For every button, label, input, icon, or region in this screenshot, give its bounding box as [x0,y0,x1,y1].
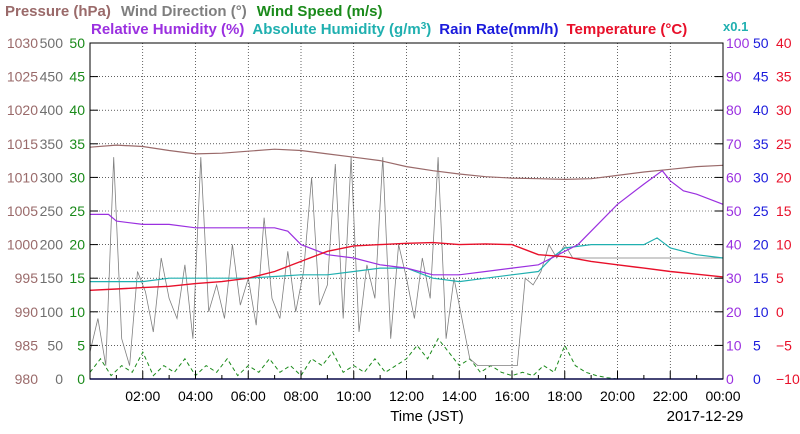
right-axes: 1009080706050403020100504540353025201510… [726,35,800,387]
x-tick-label: 08:00 [283,388,318,404]
y-tick-label-temp: 0 [776,304,784,320]
y-tick-label-wind_speed: 10 [69,304,85,320]
y-tick-label-rain: 0 [753,371,761,387]
x-axis-label: Time (JST) [390,408,464,425]
y-tick-label-wind_speed: 30 [69,169,85,185]
y-tick-label-rel_hum: 20 [726,304,742,320]
y-tick-label-wind_dir: 0 [55,371,63,387]
y-tick-label-wind_dir: 50 [47,337,63,353]
y-tick-label-pressure: 990 [15,304,39,320]
y-tick-label-wind_speed: 45 [69,69,85,85]
y-tick-label-wind_dir: 500 [40,35,64,51]
y-tick-label-wind_dir: 250 [40,203,64,219]
y-tick-label-rain: 35 [753,136,769,152]
y-tick-label-rel_hum: 0 [726,371,734,387]
legend-temp: Temperature (°C) [566,21,687,38]
y-tick-label-wind_dir: 150 [40,270,64,286]
series-line-rel_hum [90,169,724,276]
y-tick-label-wind_dir: 350 [40,136,64,152]
y-tick-label-wind_speed: 20 [69,237,85,253]
series-line-pressure [89,144,724,181]
legend-abs_hum: Absolute Humidity (g/m3) [252,21,431,38]
y-tick-label-temp: −10 [776,371,800,387]
legend-wind_dir: Wind Direction (°) [121,3,247,20]
series-line-abs_hum [90,237,724,283]
y-tick-label-pressure: 1010 [7,169,38,185]
y-tick-label-temp: 15 [776,203,792,219]
y-tick-label-wind_speed: 50 [69,35,85,51]
date-label: 2017-12-29 [667,408,744,425]
y-tick-label-pressure: 1005 [7,203,38,219]
y-tick-label-wind_dir: 100 [40,304,64,320]
y-tick-label-rel_hum: 70 [726,136,742,152]
y-tick-label-rain: 10 [753,304,769,320]
y-tick-label-rain: 45 [753,69,769,85]
x-tick-label: 06:00 [231,388,266,404]
x-tick-label: 22:00 [653,388,688,404]
y-tick-label-wind_speed: 40 [69,102,85,118]
y-tick-label-pressure: 995 [15,270,39,286]
x-tick-label: 12:00 [389,388,424,404]
y-tick-label-wind_speed: 15 [69,270,85,286]
y-tick-label-rel_hum: 40 [726,237,742,253]
y-tick-label-wind_speed: 0 [77,371,85,387]
y-tick-label-rel_hum: 60 [726,169,742,185]
y-tick-label-temp: 30 [776,102,792,118]
y-tick-label-temp: −5 [776,337,792,353]
x-tick-label: 10:00 [336,388,371,404]
x-tick-label: 14:00 [442,388,477,404]
y-tick-label-temp: 35 [776,69,792,85]
y-tick-label-rain: 20 [753,237,769,253]
y-tick-label-rain: 25 [753,203,769,219]
x-tick-label: 04:00 [178,388,213,404]
y-tick-label-rel_hum: 80 [726,102,742,118]
y-tick-label-pressure: 1025 [7,69,38,85]
y-tick-label-rel_hum: 100 [726,35,750,51]
x-tick-label: 18:00 [547,388,582,404]
y-tick-label-pressure: 1000 [7,237,38,253]
y-tick-label-rain: 5 [753,337,761,353]
y-tick-label-temp: 40 [776,35,792,51]
x-tick-label: 20:00 [600,388,635,404]
y-tick-label-wind_dir: 450 [40,69,64,85]
y-tick-label-rain: 40 [753,102,769,118]
legend-rel_hum: Relative Humidity (%) [91,21,244,38]
legend-wind_speed: Wind Speed (m/s) [257,3,383,20]
y-tick-label-pressure: 1015 [7,136,38,152]
legend-rain: Rain Rate(mm/h) [439,21,558,38]
y-tick-label-temp: 5 [776,270,784,286]
y-tick-label-wind_dir: 300 [40,169,64,185]
y-tick-label-rel_hum: 30 [726,270,742,286]
y-tick-label-temp: 10 [776,237,792,253]
y-tick-label-rel_hum: 50 [726,203,742,219]
y-tick-label-wind_dir: 400 [40,102,64,118]
x-tick-label: 02:00 [125,388,160,404]
x-tick-label: 16:00 [494,388,529,404]
series-line-wind_speed [89,337,723,380]
legend: Pressure (hPa) Wind Direction (°) Wind Spe… [5,3,748,38]
y-tick-label-temp: 25 [776,136,792,152]
legend-pressure: Pressure (hPa) [5,3,111,20]
y-tick-label-pressure: 1020 [7,102,38,118]
y-tick-label-pressure: 1030 [7,35,38,51]
y-tick-label-rain: 30 [753,169,769,185]
y-tick-label-pressure: 980 [15,371,39,387]
y-tick-label-rain: 50 [753,35,769,51]
y-tick-label-rain: 15 [753,270,769,286]
x-tick-label: 00:00 [705,388,740,404]
y-tick-label-rel_hum: 90 [726,69,742,85]
y-tick-label-wind_speed: 5 [77,337,85,353]
x-axis: 02:00 04:00 06:00 08:00 10:00 12:00 14:00 16:00… [89,371,741,404]
y-tick-label-pressure: 985 [15,337,39,353]
legend-scale_note: x0.1 [723,19,748,34]
y-tick-label-rel_hum: 10 [726,337,742,353]
y-tick-label-wind_dir: 200 [40,237,64,253]
series-line-temp [89,241,724,291]
left-axes: 1030102510201015101010051000995990985980… [7,35,723,387]
y-tick-label-wind_speed: 35 [69,136,85,152]
y-tick-label-temp: 20 [776,169,792,185]
y-tick-label-wind_speed: 25 [69,203,85,219]
